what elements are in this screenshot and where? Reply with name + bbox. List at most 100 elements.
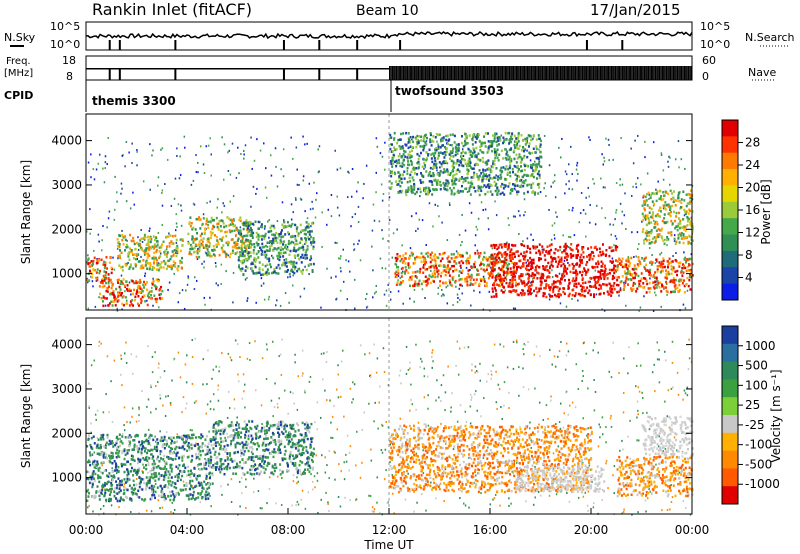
data-cell (556, 249, 559, 252)
data-cell (107, 273, 110, 276)
data-cell (488, 274, 491, 278)
data-cell (597, 278, 600, 281)
data-cell (662, 204, 665, 208)
data-cell (644, 201, 647, 204)
data-cell (261, 242, 264, 246)
data-cell (166, 251, 169, 254)
scatter-cell (176, 225, 178, 228)
data-cell (219, 229, 222, 233)
freq-bar (665, 66, 668, 80)
data-cell (139, 260, 142, 263)
scatter-cell (567, 261, 569, 264)
data-cell (400, 146, 403, 150)
data-cell (535, 251, 538, 255)
data-cell (134, 295, 137, 299)
data-cell (630, 287, 633, 290)
data-cell (523, 192, 526, 195)
scatter-cell (127, 261, 129, 264)
scatter-cell (182, 480, 185, 483)
scatter-cell (445, 135, 447, 138)
data-cell (86, 278, 89, 282)
data-cell (275, 266, 278, 269)
data-cell (452, 186, 455, 190)
data-cell (252, 249, 255, 252)
data-cell (477, 178, 480, 181)
scatter-cell (304, 210, 306, 213)
data-cell (287, 239, 290, 243)
data-cell (244, 221, 247, 225)
data-cell (143, 283, 146, 286)
data-cell (504, 168, 507, 171)
data-cell (477, 188, 480, 192)
data-cell (522, 184, 525, 188)
freq-bar (580, 66, 582, 80)
freq-bar (503, 66, 505, 80)
data-cell (659, 281, 662, 284)
data-cell (433, 266, 436, 269)
data-cell (647, 231, 650, 234)
data-cell (251, 236, 254, 239)
data-cell (556, 265, 559, 268)
scatter-cell (224, 436, 226, 439)
data-cell (469, 161, 472, 165)
data-cell (470, 155, 473, 158)
data-cell (690, 224, 693, 228)
data-cell (261, 263, 264, 266)
scatter-cell (203, 172, 206, 175)
scatter-cell (260, 284, 263, 287)
data-cell (453, 134, 456, 138)
scatter-cell (195, 279, 198, 282)
data-cell (468, 189, 471, 193)
data-cell (190, 247, 193, 251)
scatter-cell (456, 420, 459, 423)
data-cell (416, 141, 419, 144)
data-cell (268, 240, 271, 243)
data-cell (667, 212, 670, 216)
data-cell (440, 162, 443, 166)
data-cell (654, 271, 657, 274)
data-cell (145, 247, 148, 250)
data-cell (642, 218, 645, 222)
freq-bar (508, 66, 511, 80)
data-cell (437, 256, 440, 260)
data-cell (257, 271, 260, 275)
data-cell (440, 171, 443, 174)
data-cell (663, 242, 666, 245)
data-cell (152, 262, 155, 265)
data-cell (397, 272, 400, 275)
data-cell (455, 169, 458, 172)
scatter-cell (391, 256, 394, 259)
data-cell (466, 258, 469, 261)
data-cell (418, 154, 421, 158)
scatter-cell (656, 283, 658, 286)
scatter-cell (662, 169, 665, 172)
scatter-cell (410, 215, 413, 218)
data-cell (132, 257, 135, 260)
scatter-cell (265, 196, 268, 199)
data-cell (644, 231, 647, 235)
data-cell (408, 150, 411, 154)
data-cell (593, 293, 596, 296)
data-cell (204, 246, 207, 250)
data-cell (406, 166, 409, 170)
scatter-cell (559, 302, 562, 305)
scatter-cell (494, 200, 496, 203)
scatter-cell (128, 151, 130, 154)
data-cell (497, 139, 500, 142)
data-cell (400, 271, 403, 275)
data-cell (640, 277, 643, 280)
freq-bar (605, 66, 607, 80)
data-cell (427, 192, 430, 195)
data-cell (510, 273, 513, 277)
scatter-cell (508, 224, 510, 227)
data-cell (309, 263, 312, 266)
scatter-cell (106, 163, 108, 166)
data-cell (513, 268, 516, 272)
scatter-cell (629, 457, 632, 460)
scatter-cell (100, 342, 102, 345)
scatter-cell (373, 508, 376, 511)
data-cell (246, 239, 249, 242)
scatter-cell (215, 365, 217, 368)
data-cell (435, 132, 438, 136)
data-cell (120, 280, 123, 284)
